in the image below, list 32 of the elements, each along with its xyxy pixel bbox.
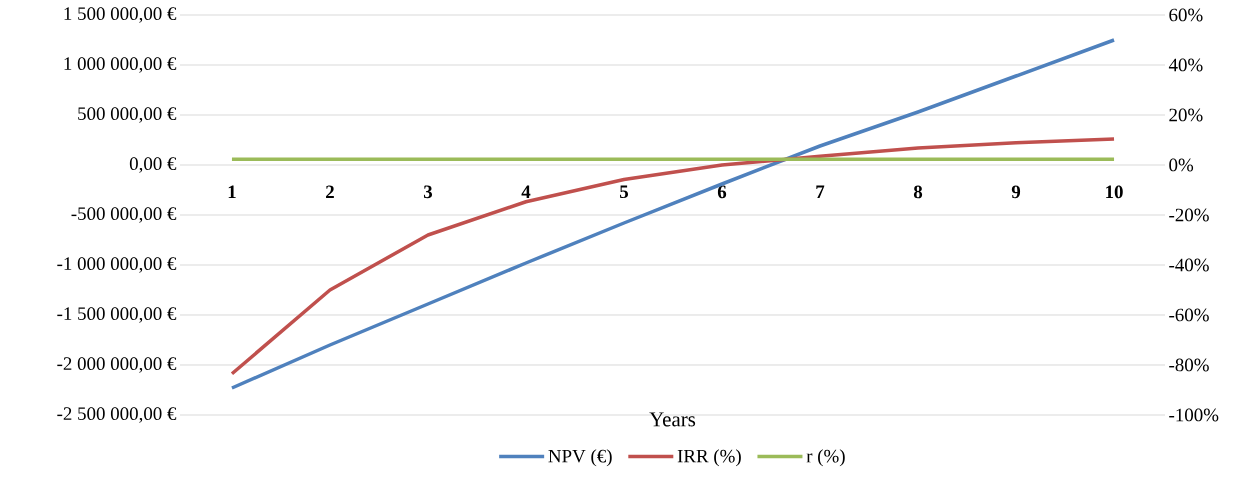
y2-tick-label: -20% xyxy=(1169,208,1209,222)
x-tick-label: 7 xyxy=(816,185,825,198)
y-tick-label: 0,00 € xyxy=(129,157,177,173)
y-tick-label: 1 500 000,00 € xyxy=(64,7,177,23)
y-tick-label: -2 000 000,00 € xyxy=(57,357,177,373)
x-tick-label: 3 xyxy=(423,185,433,199)
legend-label: IRR (%) xyxy=(677,449,741,467)
y-tick-label: -2 500 000,00 € xyxy=(57,407,177,423)
y-tick-label: -500 000,00 € xyxy=(71,207,177,223)
y2-tick-label: 60% xyxy=(1169,8,1203,22)
legend-label: r (%) xyxy=(806,449,845,467)
y2-tick-label: 40% xyxy=(1168,58,1203,72)
x-tick-label: 1 xyxy=(228,185,236,199)
y2-tick-label: -40% xyxy=(1169,258,1209,272)
x-tick-label: 9 xyxy=(1011,185,1021,199)
x-tick-label: 6 xyxy=(717,185,727,199)
y2-tick-label: -60% xyxy=(1169,308,1209,322)
y-tick-label: -1 500 000,00 € xyxy=(57,307,177,323)
y2-tick-label: -80% xyxy=(1169,358,1209,372)
legend-label: NPV (€) xyxy=(548,449,612,467)
x-axis-title: Years xyxy=(649,412,696,427)
y2-tick-label: 20% xyxy=(1169,108,1203,122)
y-tick-label: 1 000 000,00 € xyxy=(64,57,177,73)
x-tick-label: 8 xyxy=(913,185,923,199)
x-tick-label: 10 xyxy=(1106,185,1123,199)
y2-tick-label: -100% xyxy=(1169,408,1219,422)
x-tick-label: 5 xyxy=(620,185,629,199)
x-tick-label: 2 xyxy=(326,185,334,199)
x-tick-label: 4 xyxy=(521,185,531,198)
y-tick-label: 500 000,00 € xyxy=(78,107,177,123)
y2-tick-label: 0% xyxy=(1169,158,1194,172)
y-tick-label: -1 000 000,00 € xyxy=(57,257,177,273)
